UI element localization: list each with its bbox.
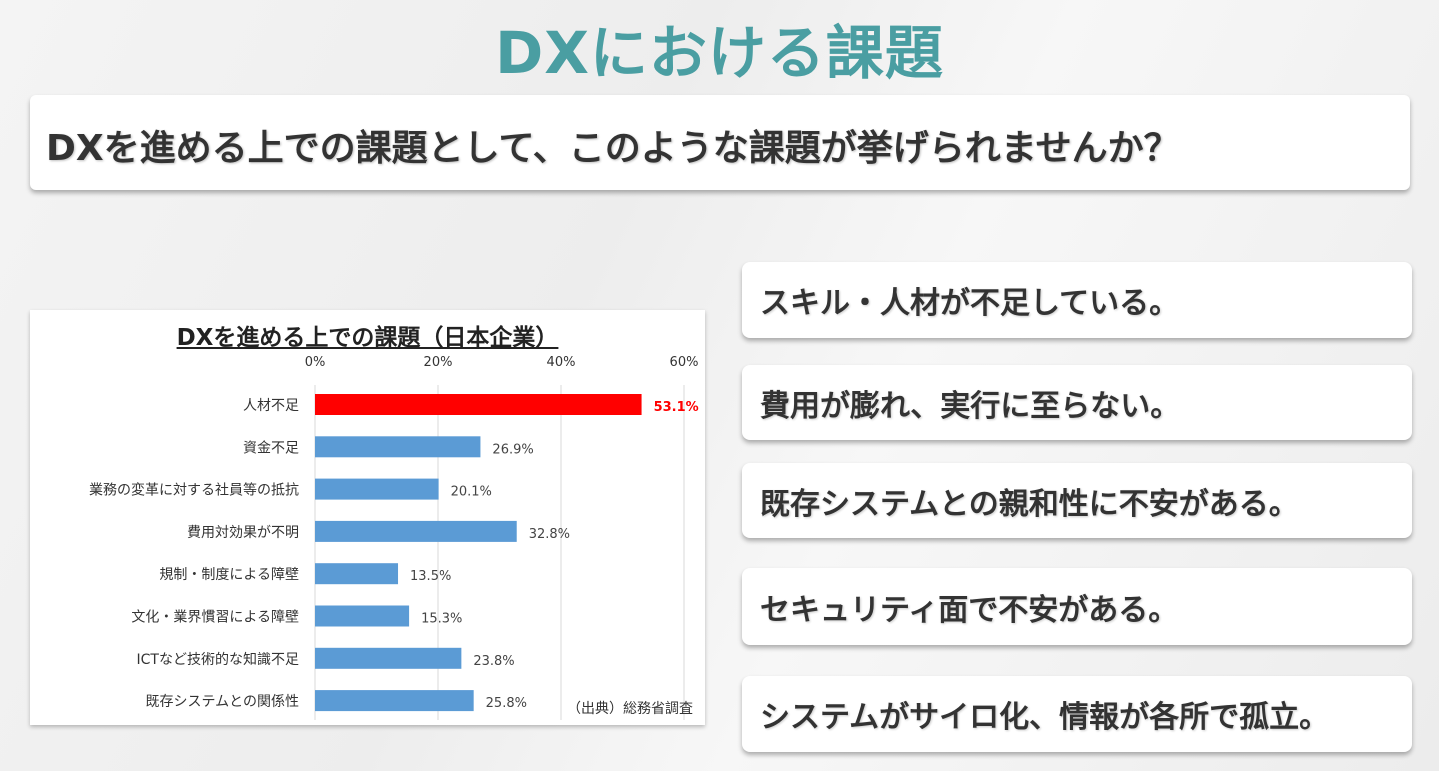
issue-text: システムがサイロ化、情報が各所で孤立。 — [760, 700, 1330, 735]
bar — [315, 563, 399, 585]
bar-chart: 0% 20% 40% 60% 人材不足 53.1% 資金不足 26.9% 業務の変革に対する社員… — [89, 355, 699, 720]
category-label: 費用対効果が不明 — [187, 525, 299, 541]
x-tick-label: 60% — [670, 355, 699, 370]
question-text: DXを進める上での課題として、このような課題が挙げられませんか？ — [46, 128, 1180, 169]
data-label: 15.3% — [421, 612, 462, 627]
data-label: 13.5% — [410, 569, 451, 584]
category-label: 資金不足 — [243, 440, 299, 456]
chart-title-text: DXを進める上での課題（日本企業） — [176, 325, 559, 351]
bar — [315, 520, 517, 542]
issue-card: 費用が膨れ、実行に至らない。 — [742, 365, 1412, 440]
chart-title: DXを進める上での課題（日本企業） — [30, 318, 705, 352]
issue-text: 既存システムとの親和性に不安がある。 — [760, 486, 1299, 522]
page-title: DXにおける課題 — [495, 19, 944, 87]
question-box: DXを進める上での課題として、このような課題が挙げられませんか？ — [30, 95, 1410, 190]
bar — [315, 394, 642, 415]
issue-card: 既存システムとの親和性に不安がある。 — [742, 463, 1412, 538]
bar — [315, 478, 439, 500]
category-label: 業務の変革に対する社員等の抵抗 — [89, 482, 299, 499]
category-label: 既存システムとの関係性 — [146, 694, 299, 710]
x-tick-label: 0% — [305, 355, 326, 370]
issue-text: 費用が膨れ、実行に至らない。 — [760, 388, 1181, 424]
issue-text: スキル・人材が不足している。 — [760, 286, 1180, 321]
data-label: 26.9% — [492, 442, 533, 457]
bar — [315, 647, 462, 669]
data-label: 20.1% — [451, 485, 492, 500]
x-tick-label: 40% — [547, 355, 576, 370]
data-label: 23.8% — [473, 654, 514, 669]
bar — [315, 690, 474, 712]
bar — [315, 436, 481, 458]
issue-card: システムがサイロ化、情報が各所で孤立。 — [742, 676, 1412, 752]
bar — [315, 605, 410, 627]
category-label: 規制・制度による障壁 — [159, 567, 299, 583]
chart-panel: DXを進める上での課題（日本企業） 0% 20% 40% 60% 人材不足 53.1% 資金… — [30, 310, 705, 725]
data-label: 32.8% — [529, 527, 570, 542]
issue-card: セキュリティ面で不安がある。 — [742, 568, 1412, 645]
category-label: ICTなど技術的な知識不足 — [137, 651, 299, 668]
category-label: 人材不足 — [243, 398, 299, 414]
issue-text: セキュリティ面で不安がある。 — [760, 592, 1179, 628]
data-label: 25.8% — [486, 696, 527, 711]
chart-source: （出典）総務省調査 — [567, 701, 693, 717]
category-label: 文化・業界慣習による障壁 — [131, 609, 299, 626]
data-label: 53.1% — [654, 400, 699, 415]
x-tick-label: 20% — [424, 355, 453, 370]
issue-card: スキル・人材が不足している。 — [742, 262, 1412, 338]
